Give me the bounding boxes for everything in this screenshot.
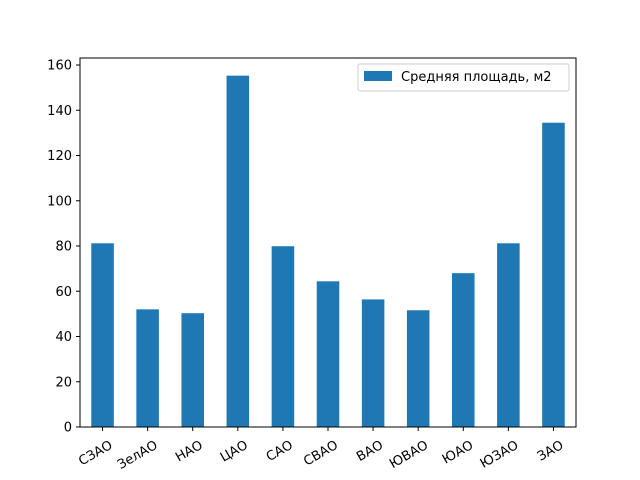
legend-swatch [364, 71, 392, 81]
bar [316, 281, 340, 427]
bars-group [91, 75, 565, 428]
y-tick-label: 140 [47, 104, 72, 119]
legend: Средняя площадь, м2 [357, 63, 570, 92]
plot-area-frame [79, 57, 577, 428]
y-tick-label: 40 [55, 330, 72, 345]
legend-label: Средняя площадь, м2 [401, 70, 552, 85]
y-tick-label: 120 [47, 149, 72, 164]
legend-box [357, 63, 570, 92]
y-tick-label: 60 [55, 285, 72, 300]
bar [406, 310, 430, 427]
bar [452, 273, 475, 427]
bar [136, 309, 159, 427]
y-tick-label: 0 [64, 421, 72, 436]
y-tick-label: 20 [55, 375, 72, 390]
y-tick-label: 160 [47, 59, 72, 74]
bar [542, 122, 565, 428]
y-tick-label: 100 [47, 194, 72, 209]
bar [497, 243, 520, 427]
bar [91, 243, 114, 427]
bar [361, 299, 385, 427]
bar [271, 246, 295, 427]
bar [226, 75, 250, 428]
y-tick-label: 80 [55, 240, 72, 255]
y-axis: 0 20 40 60 80 100 120 140 160 [47, 59, 80, 436]
bar [181, 313, 204, 427]
